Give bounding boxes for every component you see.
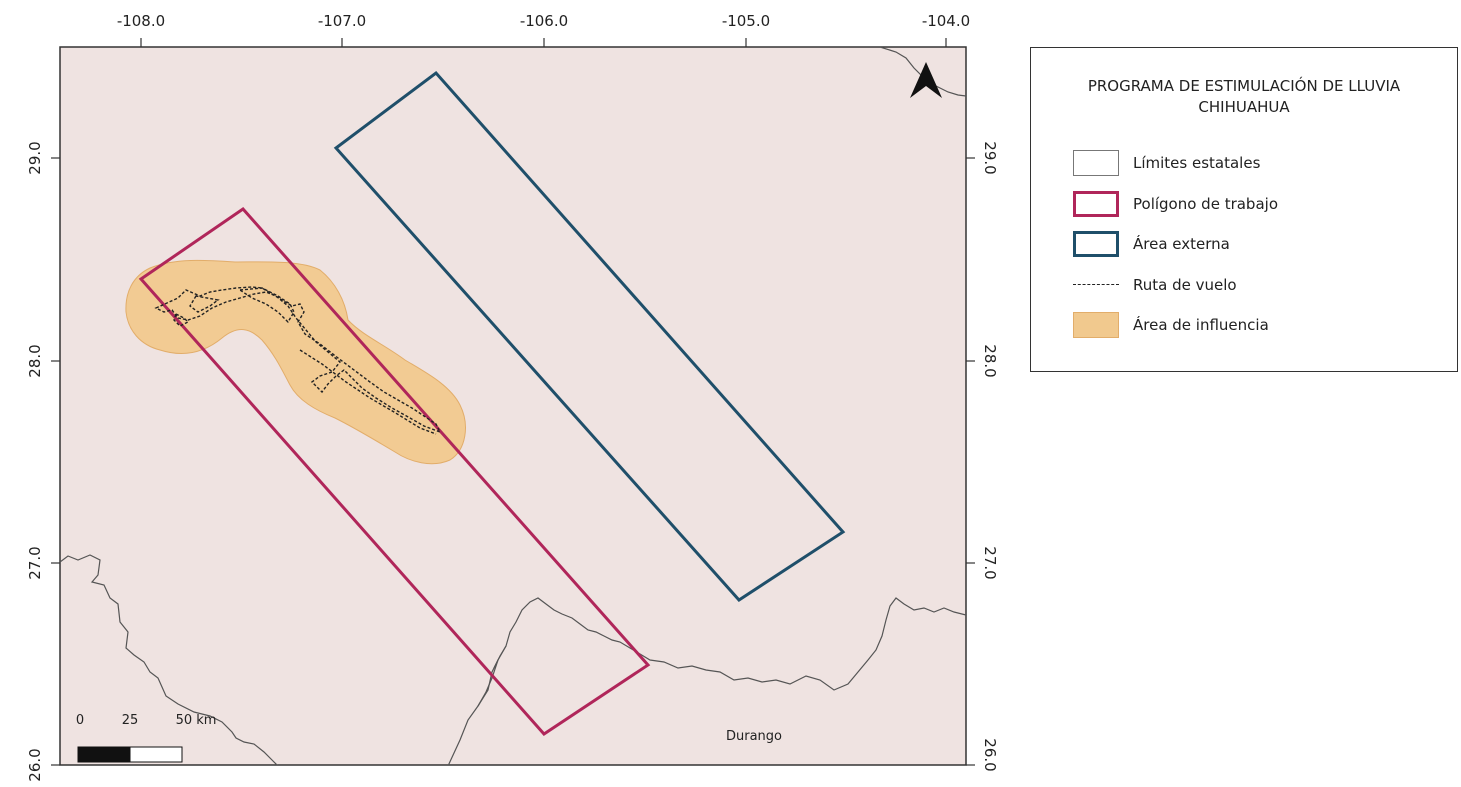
legend-swatch-poligono [1073,191,1119,217]
legend-label: Área de influencia [1133,316,1269,334]
legend-item-ruta-de-vuelo: Ruta de vuelo [1073,270,1237,300]
legend-label: Polígono de trabajo [1133,195,1278,213]
legend-swatch-ruta [1073,284,1119,286]
legend-item-limites-estatales: Límites estatales [1073,148,1260,178]
x-tick-label: -108.0 [117,12,165,30]
legend-label: Área externa [1133,235,1230,253]
legend-swatch-area-externa [1073,231,1119,257]
scale-label: 50 km [176,713,217,728]
y-tick-label-left: 26.0 [26,748,44,781]
scale-label: 0 [76,713,84,728]
area-externa [333,70,846,602]
poligono-de-trabajo [138,207,651,736]
y-tick-label-right: 29.0 [981,141,999,174]
scale-bar [77,746,183,763]
legend-title-line2: CHIHUAHUA [1198,98,1290,116]
x-tick-label: -107.0 [318,12,366,30]
legend-title: PROGRAMA DE ESTIMULACIÓN DE LLUVIA CHIHU… [1031,76,1457,118]
legend-swatch-influencia [1073,312,1119,338]
y-tick-label-right: 27.0 [981,546,999,579]
x-axis-ticks [140,38,947,47]
legend-label: Límites estatales [1133,154,1261,172]
legend-label: Ruta de vuelo [1133,276,1237,294]
map-frame [59,46,967,766]
y-axis-ticks-right [966,157,975,766]
x-tick-label: -105.0 [722,12,770,30]
y-tick-label-left: 28.0 [26,344,44,377]
legend-item-area-de-influencia: Área de influencia [1073,310,1269,340]
y-axis-ticks-left [51,157,60,766]
area-de-influencia [125,259,466,465]
scale-label: 25 [122,713,139,728]
y-tick-label-left: 27.0 [26,546,44,579]
north-arrow-icon [910,62,942,98]
y-tick-label-right: 26.0 [981,738,999,771]
place-label-durango: Durango [726,729,782,744]
legend-title-line1: PROGRAMA DE ESTIMULACIÓN DE LLUVIA [1087,77,1401,95]
y-tick-label-right: 28.0 [981,344,999,377]
x-tick-label: -104.0 [922,12,970,30]
legend-item-area-externa: Área externa [1073,229,1230,259]
x-tick-label: -106.0 [520,12,568,30]
y-tick-label-left: 29.0 [26,141,44,174]
legend: PROGRAMA DE ESTIMULACIÓN DE LLUVIA CHIHU… [1030,47,1458,372]
legend-swatch-limites [1073,150,1119,176]
legend-item-poligono-de-trabajo: Polígono de trabajo [1073,189,1278,219]
